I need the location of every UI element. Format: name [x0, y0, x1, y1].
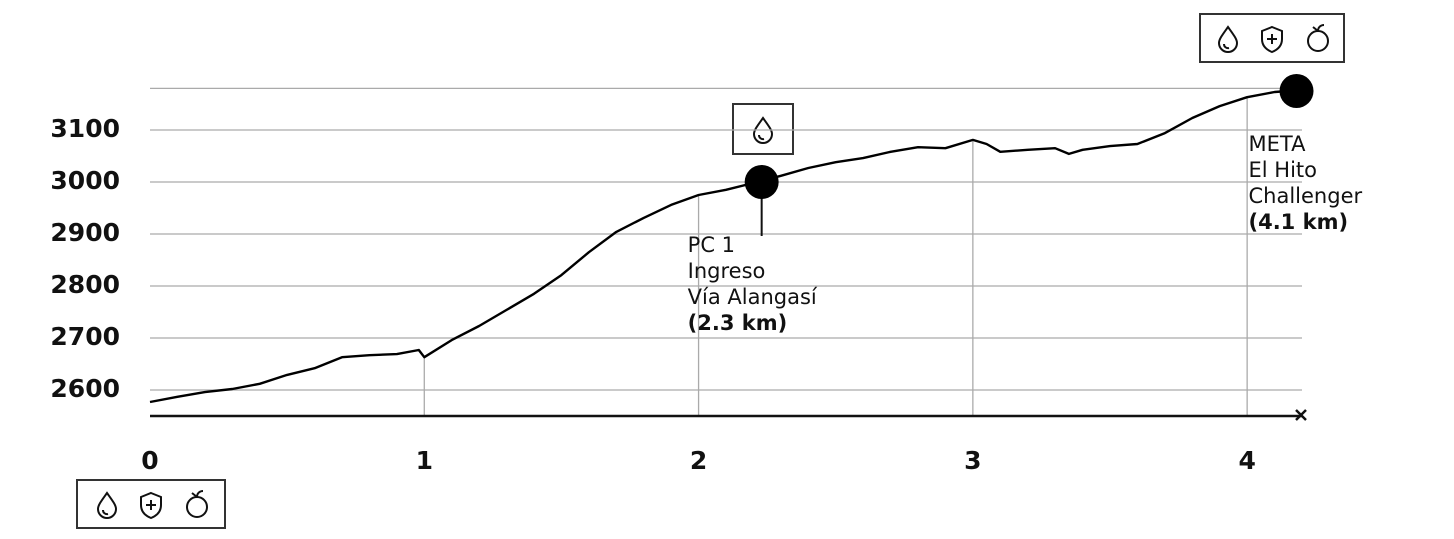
- start-icons: [76, 479, 226, 529]
- checkpoint-label: (2.3 km): [688, 311, 788, 335]
- checkpoint-label: El Hito: [1249, 158, 1318, 182]
- y-tick-label: 2900: [50, 218, 120, 247]
- finish-icons: [1199, 13, 1345, 63]
- checkpoint-label: Vía Alangasí: [688, 285, 818, 309]
- x-tick-label: 4: [1238, 446, 1255, 475]
- x-tick-label: 2: [690, 446, 707, 475]
- x-tick-label: 0: [141, 446, 158, 475]
- x-tick-label: 3: [964, 446, 981, 475]
- y-tick-label: 2700: [50, 322, 120, 351]
- y-tick-label: 3100: [50, 114, 120, 143]
- checkpoint-label: PC 1: [688, 233, 735, 257]
- checkpoint-marker: [1279, 74, 1314, 108]
- checkpoint-label: Ingreso: [688, 259, 766, 283]
- y-tick-label: 2800: [50, 270, 120, 299]
- checkpoint-label: META: [1249, 132, 1307, 156]
- y-tick-label: 2600: [50, 374, 120, 403]
- checkpoint-label: (4.1 km): [1249, 210, 1349, 234]
- elevation-line: [149, 89, 1289, 404]
- checkpoint-marker: [744, 165, 779, 199]
- checkpoint-label: Challenger: [1249, 184, 1363, 208]
- y-tick-label: 3000: [50, 166, 120, 195]
- x-tick-label: 1: [416, 446, 433, 475]
- pc1-icons: [732, 103, 794, 155]
